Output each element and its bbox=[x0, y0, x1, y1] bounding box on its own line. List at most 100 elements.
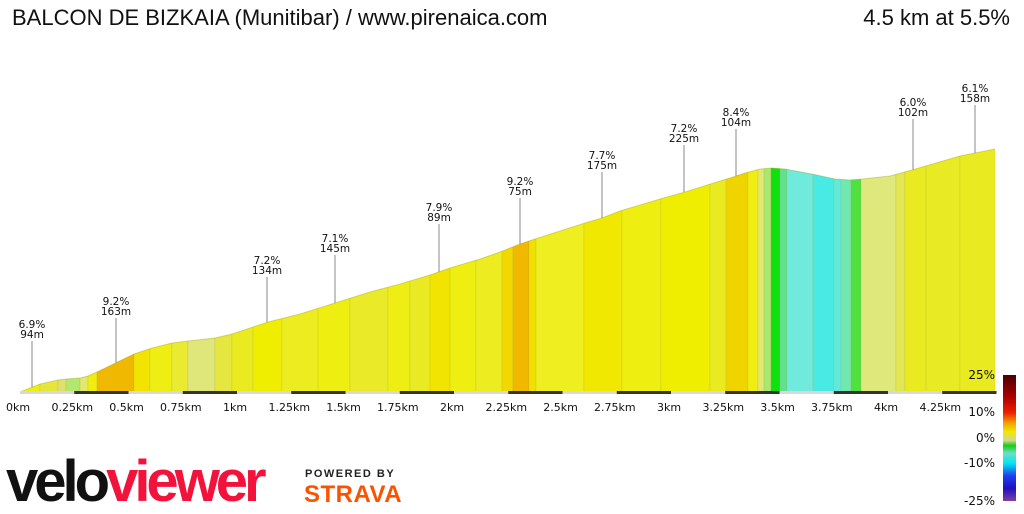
segment-annotation: 7.7%175m bbox=[587, 150, 617, 218]
annotation-gradient: 7.2% bbox=[254, 255, 281, 267]
x-tick-label: 2km bbox=[440, 401, 464, 414]
gradient-segment bbox=[79, 149, 89, 392]
x-tick-label: 1.25km bbox=[268, 401, 310, 414]
logo-velo: velo bbox=[6, 449, 110, 514]
gradient-segment bbox=[171, 149, 189, 392]
gradient-segment bbox=[387, 149, 411, 392]
gradient-segment bbox=[583, 149, 623, 392]
axis-block bbox=[942, 391, 997, 394]
segment-annotation: 6.9%94m bbox=[19, 319, 46, 388]
gradient-segment bbox=[850, 149, 862, 392]
axis-block bbox=[20, 391, 75, 394]
legend-label: 10% bbox=[968, 405, 995, 419]
x-tick-label: 2.75km bbox=[594, 401, 636, 414]
x-tick-label: 1.75km bbox=[377, 401, 419, 414]
gradient-segment bbox=[449, 149, 477, 392]
legend-label: 0% bbox=[976, 431, 995, 445]
segment-annotation: 9.2%163m bbox=[101, 296, 131, 363]
annotation-gradient: 6.0% bbox=[900, 97, 927, 109]
axis-block bbox=[671, 391, 726, 394]
gradient-segment bbox=[149, 149, 173, 392]
gradient-segment bbox=[252, 149, 283, 392]
annotation-gradient: 7.9% bbox=[426, 202, 453, 214]
gradient-segment bbox=[65, 149, 81, 392]
annotation-length: 102m bbox=[898, 107, 928, 119]
x-tick-label: 2.25km bbox=[485, 401, 527, 414]
legend-label: 25% bbox=[968, 368, 995, 382]
annotation-length: 163m bbox=[101, 306, 131, 318]
legend-label: -25% bbox=[964, 494, 995, 508]
logo-viewer: viewer bbox=[106, 449, 267, 514]
gradient-segment bbox=[349, 149, 389, 392]
x-tick-label: 3.75km bbox=[811, 401, 853, 414]
x-tick-label: 4km bbox=[874, 401, 898, 414]
gradient-segment bbox=[429, 149, 451, 392]
segment-annotation: 8.4%104m bbox=[721, 107, 751, 176]
gradient-segment bbox=[747, 149, 759, 392]
annotation-gradient: 9.2% bbox=[507, 176, 534, 188]
axis-block bbox=[888, 391, 943, 394]
annotation-gradient: 6.1% bbox=[962, 83, 989, 95]
x-tick-label: 4.25km bbox=[919, 401, 961, 414]
gradient-segment bbox=[725, 149, 749, 392]
segment-annotation: 7.2%134m bbox=[252, 255, 282, 323]
profile-outline bbox=[19, 148, 996, 393]
gradient-segment bbox=[779, 149, 788, 392]
gradient-segment bbox=[763, 149, 772, 392]
gradient-segment bbox=[925, 149, 961, 392]
powered-by-label: POWERED BY bbox=[305, 468, 396, 480]
gradient-segment bbox=[528, 149, 537, 392]
annotation-gradient: 7.2% bbox=[671, 123, 698, 135]
x-tick-label: 0.5km bbox=[109, 401, 144, 414]
x-tick-label: 0km bbox=[6, 401, 30, 414]
gradient-segment bbox=[39, 149, 59, 392]
axis-block bbox=[508, 391, 563, 394]
gradient-segment bbox=[501, 149, 514, 392]
strava-logo[interactable]: STRAVA bbox=[304, 481, 403, 508]
axis-block bbox=[399, 391, 454, 394]
annotation-gradient: 7.7% bbox=[589, 150, 616, 162]
annotation-gradient: 6.9% bbox=[19, 319, 46, 331]
gradient-segment bbox=[214, 149, 233, 392]
gradient-segment bbox=[757, 149, 765, 392]
annotation-length: 225m bbox=[669, 133, 699, 145]
gradient-segment bbox=[281, 149, 319, 392]
x-tick-label: 1.5km bbox=[326, 401, 361, 414]
axis-block bbox=[562, 391, 617, 394]
gradient-legend-bar bbox=[1003, 375, 1016, 501]
distance-axis: 0km 0.25km 0.5km 0.75km 1km 1.25km 1.5km 1.75km… bbox=[6, 391, 997, 414]
legend-label: -10% bbox=[964, 456, 995, 470]
x-tick-label: 0.75km bbox=[160, 401, 202, 414]
x-tick-label: 3.25km bbox=[702, 401, 744, 414]
gradient-segment bbox=[57, 149, 67, 392]
gradient-segment bbox=[187, 149, 216, 392]
annotation-length: 75m bbox=[508, 186, 532, 198]
gradient-segment bbox=[621, 149, 662, 392]
segment-annotation: 7.9%89m bbox=[426, 202, 453, 272]
annotation-gradient: 8.4% bbox=[723, 107, 750, 119]
segment-annotation: 7.1%145m bbox=[320, 233, 350, 303]
veloviewer-logo[interactable]: veloviewer bbox=[6, 449, 267, 514]
annotation-length: 94m bbox=[20, 329, 44, 341]
chart-title: BALCON DE BIZKAIA (Munitibar) / www.pire… bbox=[12, 5, 548, 30]
gradient-legend: 25% 10% 0% -10% -25% bbox=[964, 368, 1016, 508]
x-tick-label: 0.25km bbox=[51, 401, 93, 414]
axis-block bbox=[345, 391, 400, 394]
gradient-segment bbox=[786, 149, 814, 392]
axis-block bbox=[128, 391, 183, 394]
gradient-segment bbox=[133, 149, 151, 392]
segment-annotation: 9.2%75m bbox=[507, 176, 534, 244]
gradient-segment bbox=[231, 149, 254, 392]
gradient-segment bbox=[20, 149, 41, 392]
gradient-segment bbox=[87, 149, 98, 392]
gradient-segment bbox=[770, 149, 781, 392]
gradient-segment bbox=[535, 149, 585, 392]
segment-annotation: 6.1%158m bbox=[960, 83, 990, 153]
annotation-gradient: 9.2% bbox=[103, 296, 130, 308]
gradient-segment bbox=[409, 149, 431, 392]
axis-block bbox=[291, 391, 346, 394]
axis-block bbox=[725, 391, 780, 394]
segment-annotation: 7.2%225m bbox=[669, 123, 699, 193]
axis-block bbox=[833, 391, 888, 394]
